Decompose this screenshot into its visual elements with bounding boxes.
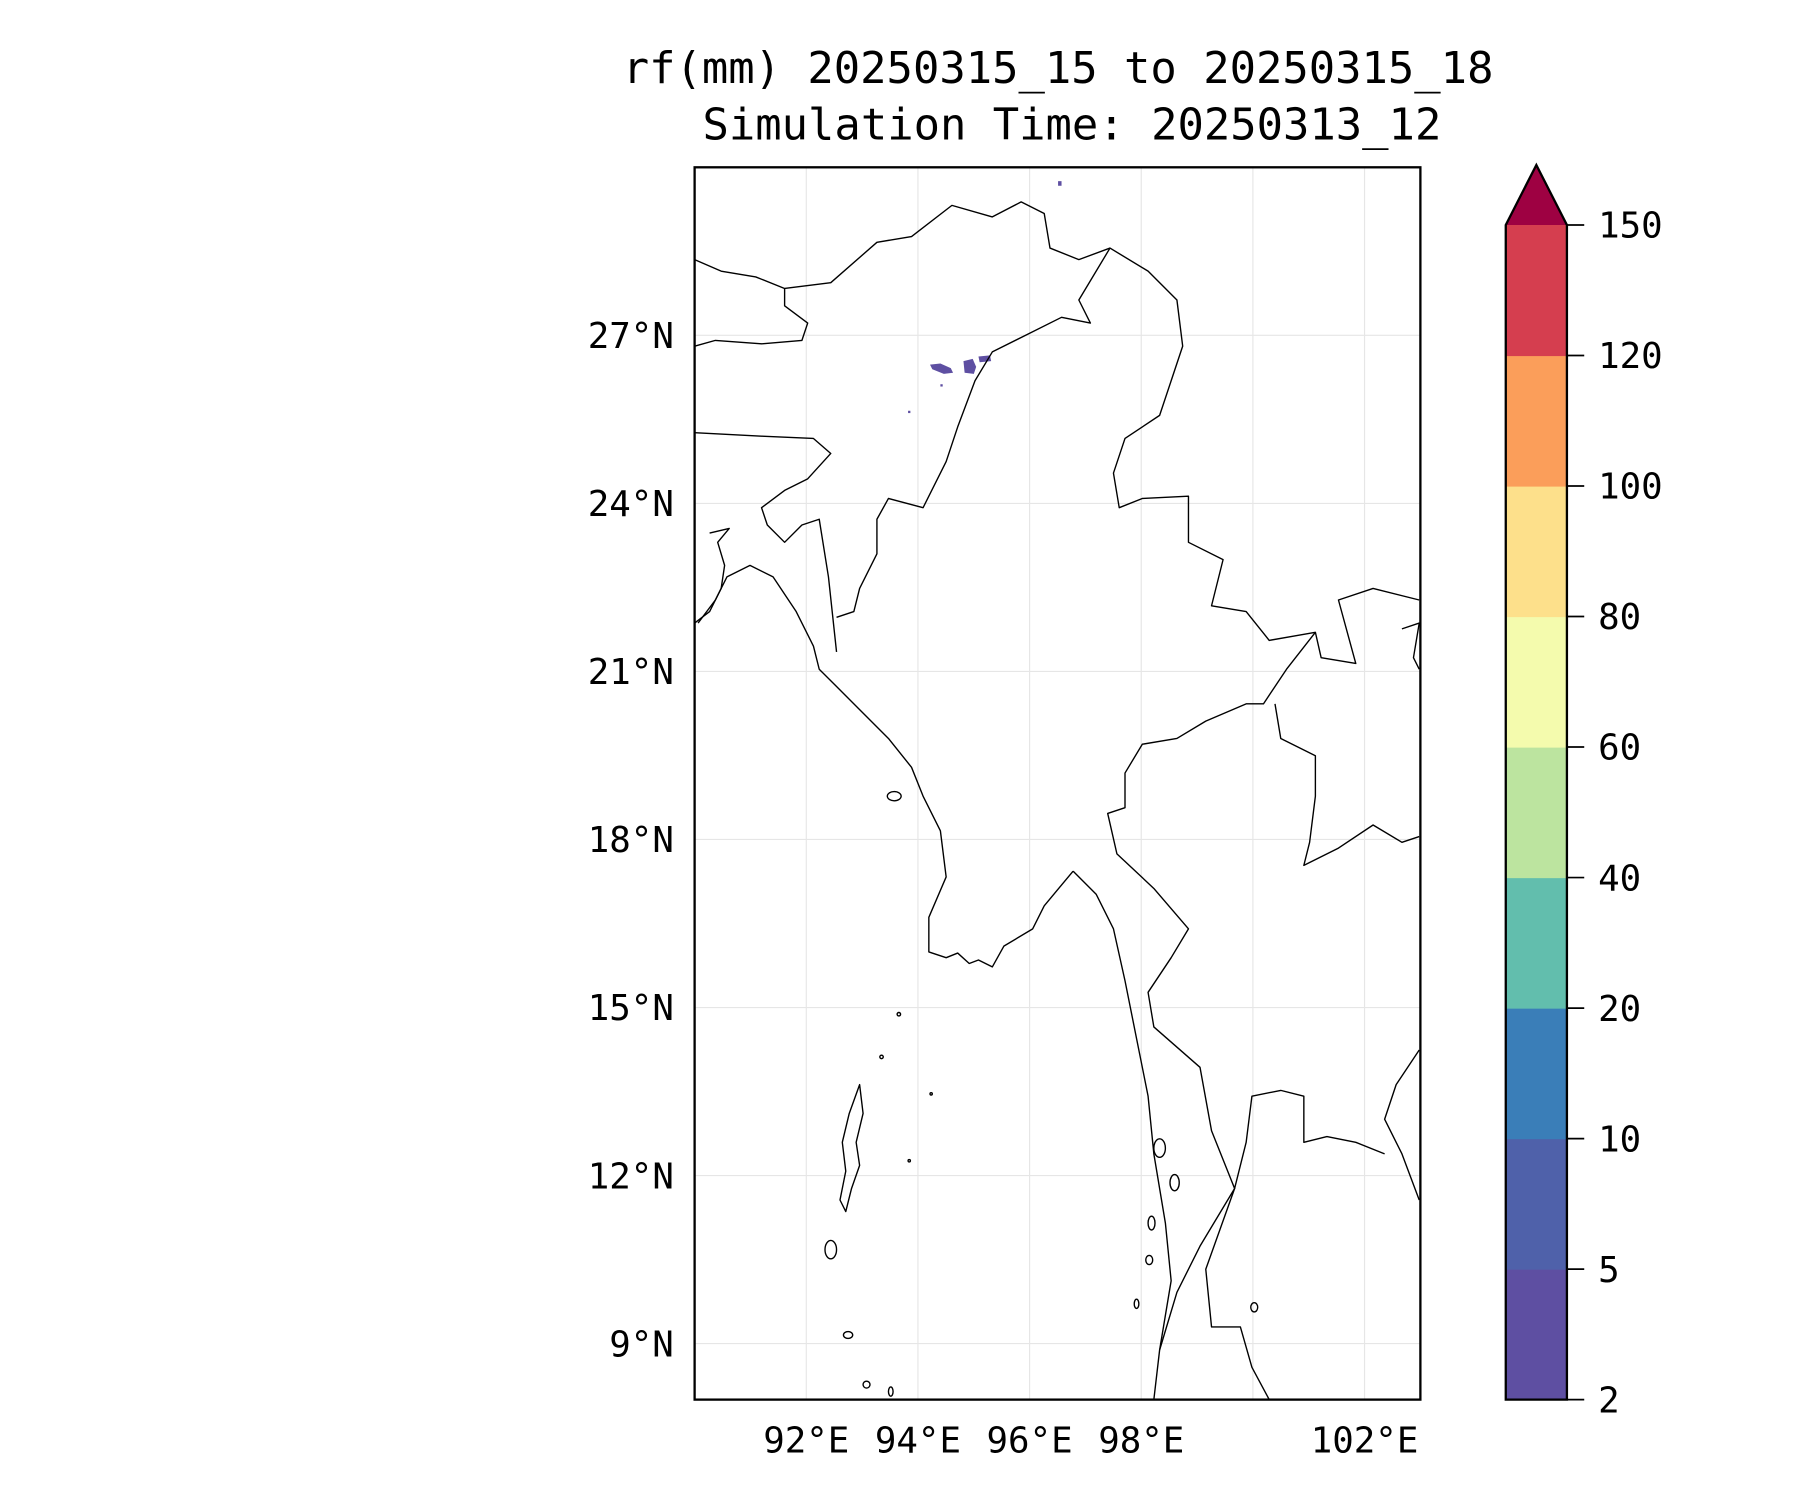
colorbar-segment (1505, 1008, 1567, 1140)
colorbar-tick-label: 10 (1598, 1119, 1641, 1160)
colorbar-segment (1505, 486, 1567, 618)
colorbar-segment (1505, 616, 1567, 748)
chart-title: rf(mm) 20250315_15 to 20250315_18 (623, 43, 1494, 94)
rain-patch (963, 358, 977, 374)
mergui-island (1169, 1173, 1180, 1192)
colorbar: 2 5 10 20 40 60 80 100 120 150 (1504, 162, 1663, 1421)
colorbar-tick-label: 100 (1598, 467, 1663, 508)
colorbar-tick-label: 2 (1598, 1380, 1620, 1421)
colorbar-segment (1505, 877, 1567, 1009)
y-axis-ticks: 9°N 12°N 15°N 18°N 21°N 24°N 27°N (588, 316, 674, 1365)
map-gridlines (694, 167, 1421, 1400)
y-tick-label: 18°N (588, 820, 674, 861)
myanmar-west-coast (697, 564, 1074, 968)
colorbar-segment (1505, 1269, 1567, 1401)
colorbar-tick-label: 40 (1598, 858, 1641, 899)
map-frame (693, 166, 1422, 1401)
colorbar-segment (1505, 747, 1567, 879)
islet (879, 1054, 884, 1060)
gulf-island (1250, 1301, 1259, 1313)
colorbar-extend-arrow (1505, 165, 1567, 225)
colorbar-tick-label: 5 (1598, 1250, 1620, 1291)
myanmar-thailand-border (1107, 631, 1316, 1400)
colorbar-tick-label: 60 (1598, 728, 1641, 769)
y-tick-label: 9°N (609, 1324, 674, 1365)
car-nicobar-island (842, 1330, 854, 1340)
nicobar-island (862, 1380, 871, 1389)
mergui-island (1147, 1215, 1156, 1231)
colorbar-segment (1505, 225, 1567, 357)
rain-patch (930, 363, 954, 374)
india-myanmar-border-north (836, 247, 1111, 618)
thailand-cambodia-border (1383, 1049, 1420, 1201)
colorbar-tick-label: 120 (1598, 336, 1663, 377)
bangladesh-coast (694, 527, 730, 624)
y-tick-label: 15°N (588, 988, 674, 1029)
colorbar-segment (1505, 355, 1567, 487)
x-tick-label: 102°E (1311, 1421, 1419, 1462)
colorbar-tick-label: 80 (1598, 597, 1641, 638)
northern-border (694, 201, 1420, 665)
y-tick-label: 27°N (588, 316, 674, 357)
rain-patch (1058, 181, 1062, 186)
rain-patch (908, 410, 911, 414)
islet (907, 1158, 912, 1163)
andaman-islands (839, 1083, 864, 1213)
mergui-island (1133, 1298, 1140, 1310)
colorbar-tick-label: 150 (1598, 206, 1663, 247)
x-tick-label: 98°E (1098, 1421, 1184, 1462)
colorbar-outline (1504, 162, 1569, 1401)
little-andaman-island (824, 1239, 838, 1260)
y-tick-label: 21°N (588, 652, 674, 693)
thailand-laos-border (1274, 703, 1420, 867)
colorbar-segment (1505, 1138, 1567, 1270)
mergui-island (1153, 1138, 1167, 1158)
islet (896, 1011, 902, 1017)
chart-subtitle: Simulation Time: 20250313_12 (703, 100, 1442, 151)
y-tick-label: 12°N (588, 1156, 674, 1197)
india-myanmar-border-south (694, 432, 838, 652)
x-tick-label: 94°E (875, 1421, 961, 1462)
colorbar-tick-label: 20 (1598, 989, 1641, 1030)
gulf-of-thailand-coast (1205, 1089, 1385, 1400)
cheduba-island (886, 790, 902, 802)
bangladesh-north-border (694, 288, 809, 347)
rain-patch (940, 384, 943, 387)
tanintharyi-coast (1072, 870, 1172, 1351)
x-tick-label: 96°E (987, 1421, 1073, 1462)
nicobar-island (887, 1386, 894, 1397)
islet (929, 1092, 933, 1096)
mergui-island (1145, 1254, 1154, 1266)
laos-east-border (1401, 622, 1420, 670)
coastlines-and-borders (694, 201, 1420, 1400)
x-tick-label: 92°E (763, 1421, 849, 1462)
rain-areas (908, 181, 1062, 414)
x-axis-ticks: 92°E 94°E 96°E 98°E 102°E (763, 1421, 1418, 1462)
y-tick-label: 24°N (588, 484, 674, 525)
rain-patch (978, 355, 992, 363)
